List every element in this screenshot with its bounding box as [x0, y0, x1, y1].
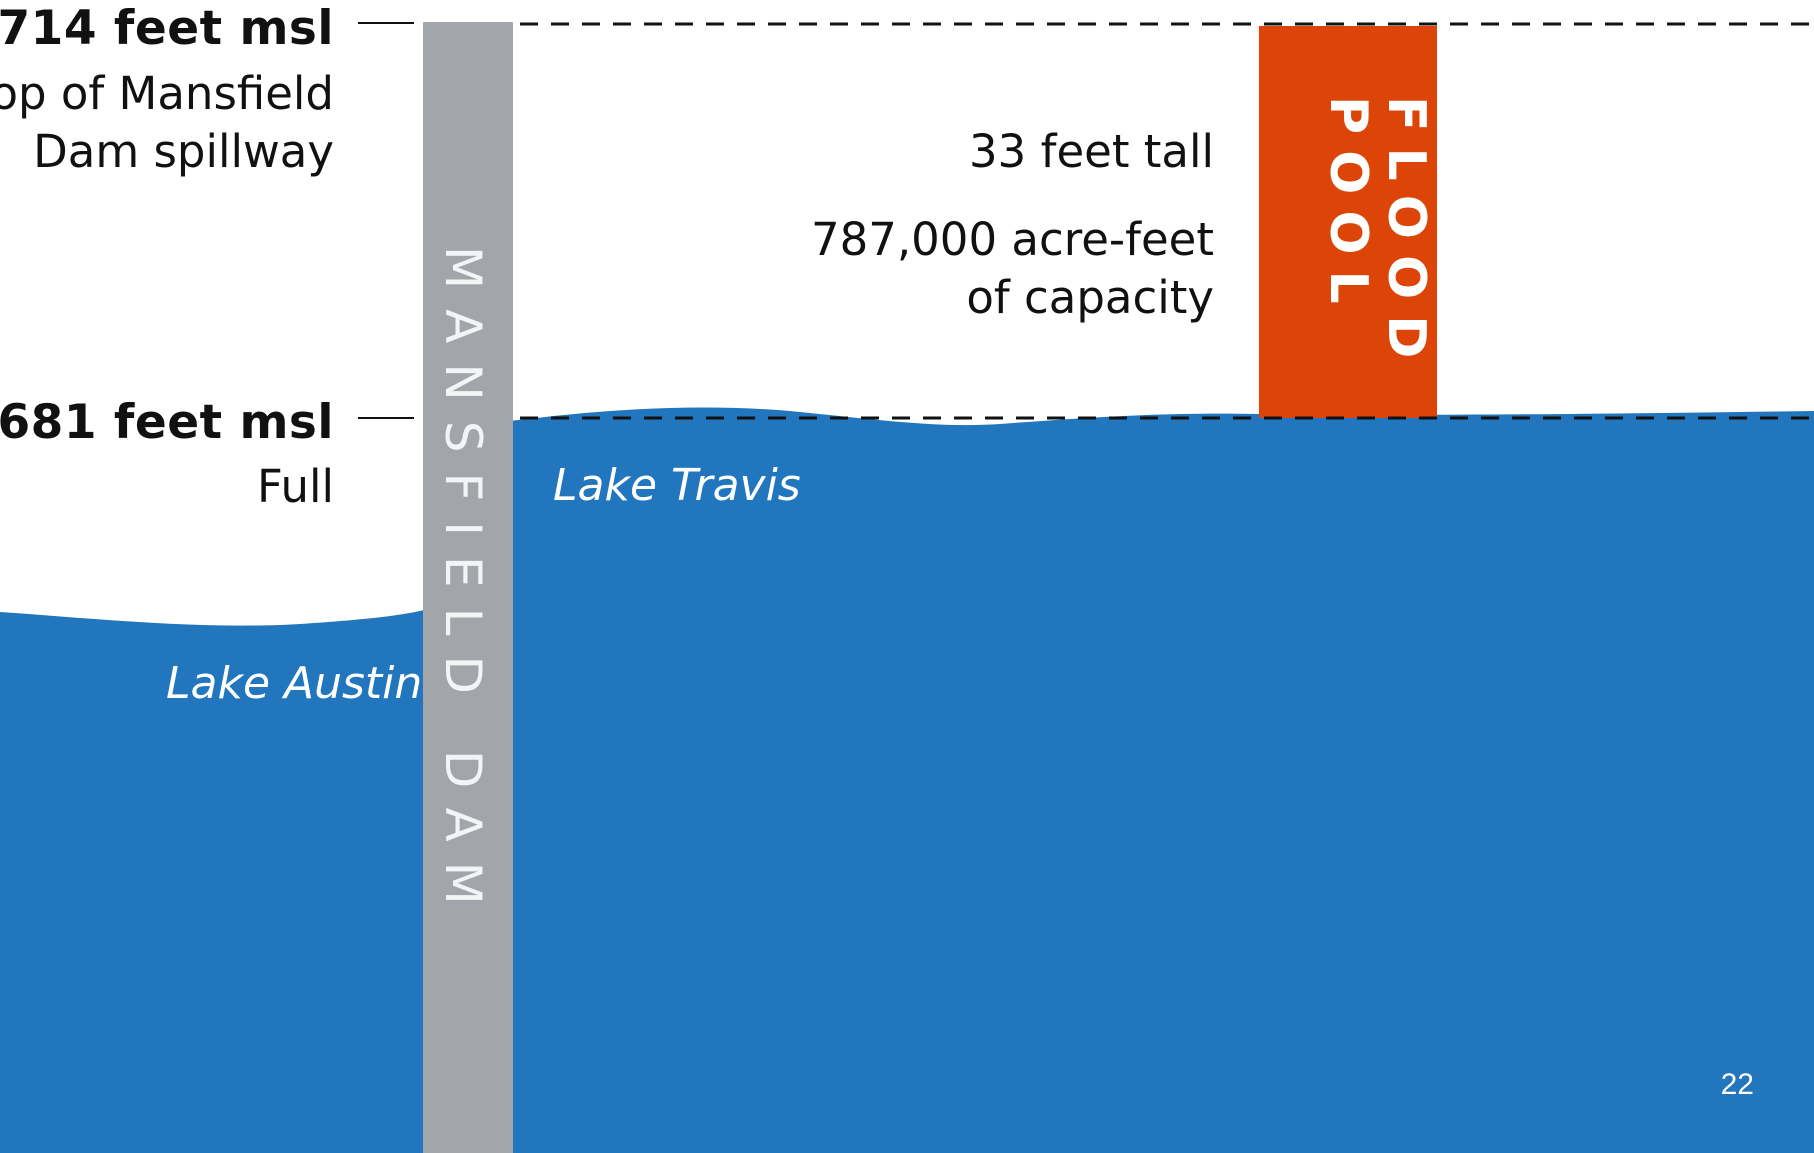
flood-pool-label-line1: FLOOD [1376, 96, 1436, 375]
lake-travis-label: Lake Travis [553, 460, 801, 511]
full-level-description: Full [257, 460, 334, 513]
flood-pool-capacity-line1: 787,000 acre-feet [810, 213, 1214, 266]
flood-pool-height-note: 33 feet tall [969, 125, 1214, 178]
flood-pool-capacity-note: 787,000 acre-feet of capacity [811, 211, 1214, 327]
top-level-description-line2: Dam spillway [33, 125, 334, 178]
top-level-elevation: 714 feet msl [0, 1, 334, 56]
lake-austin-water [0, 610, 424, 1153]
flood-pool-capacity-line2: of capacity [966, 271, 1214, 324]
top-level-description-line1: Top of Mansfield [0, 67, 334, 120]
page-number: 22 [1720, 1068, 1754, 1101]
mansfield-dam-label: MANSFIELD DAM [434, 246, 492, 925]
flood-pool-label: FLOOD POOL [1257, 26, 1436, 416]
flood-pool-block [1259, 26, 1437, 418]
lake-austin-label: Lake Austin [166, 658, 423, 709]
lake-travis-water [510, 407, 1814, 1153]
mansfield-dam [423, 22, 513, 1153]
flood-pool-label-line2: POOL [1318, 96, 1378, 320]
full-level-elevation: 681 feet msl [0, 395, 334, 450]
top-level-description: Top of Mansfield Dam spillway [0, 65, 334, 181]
